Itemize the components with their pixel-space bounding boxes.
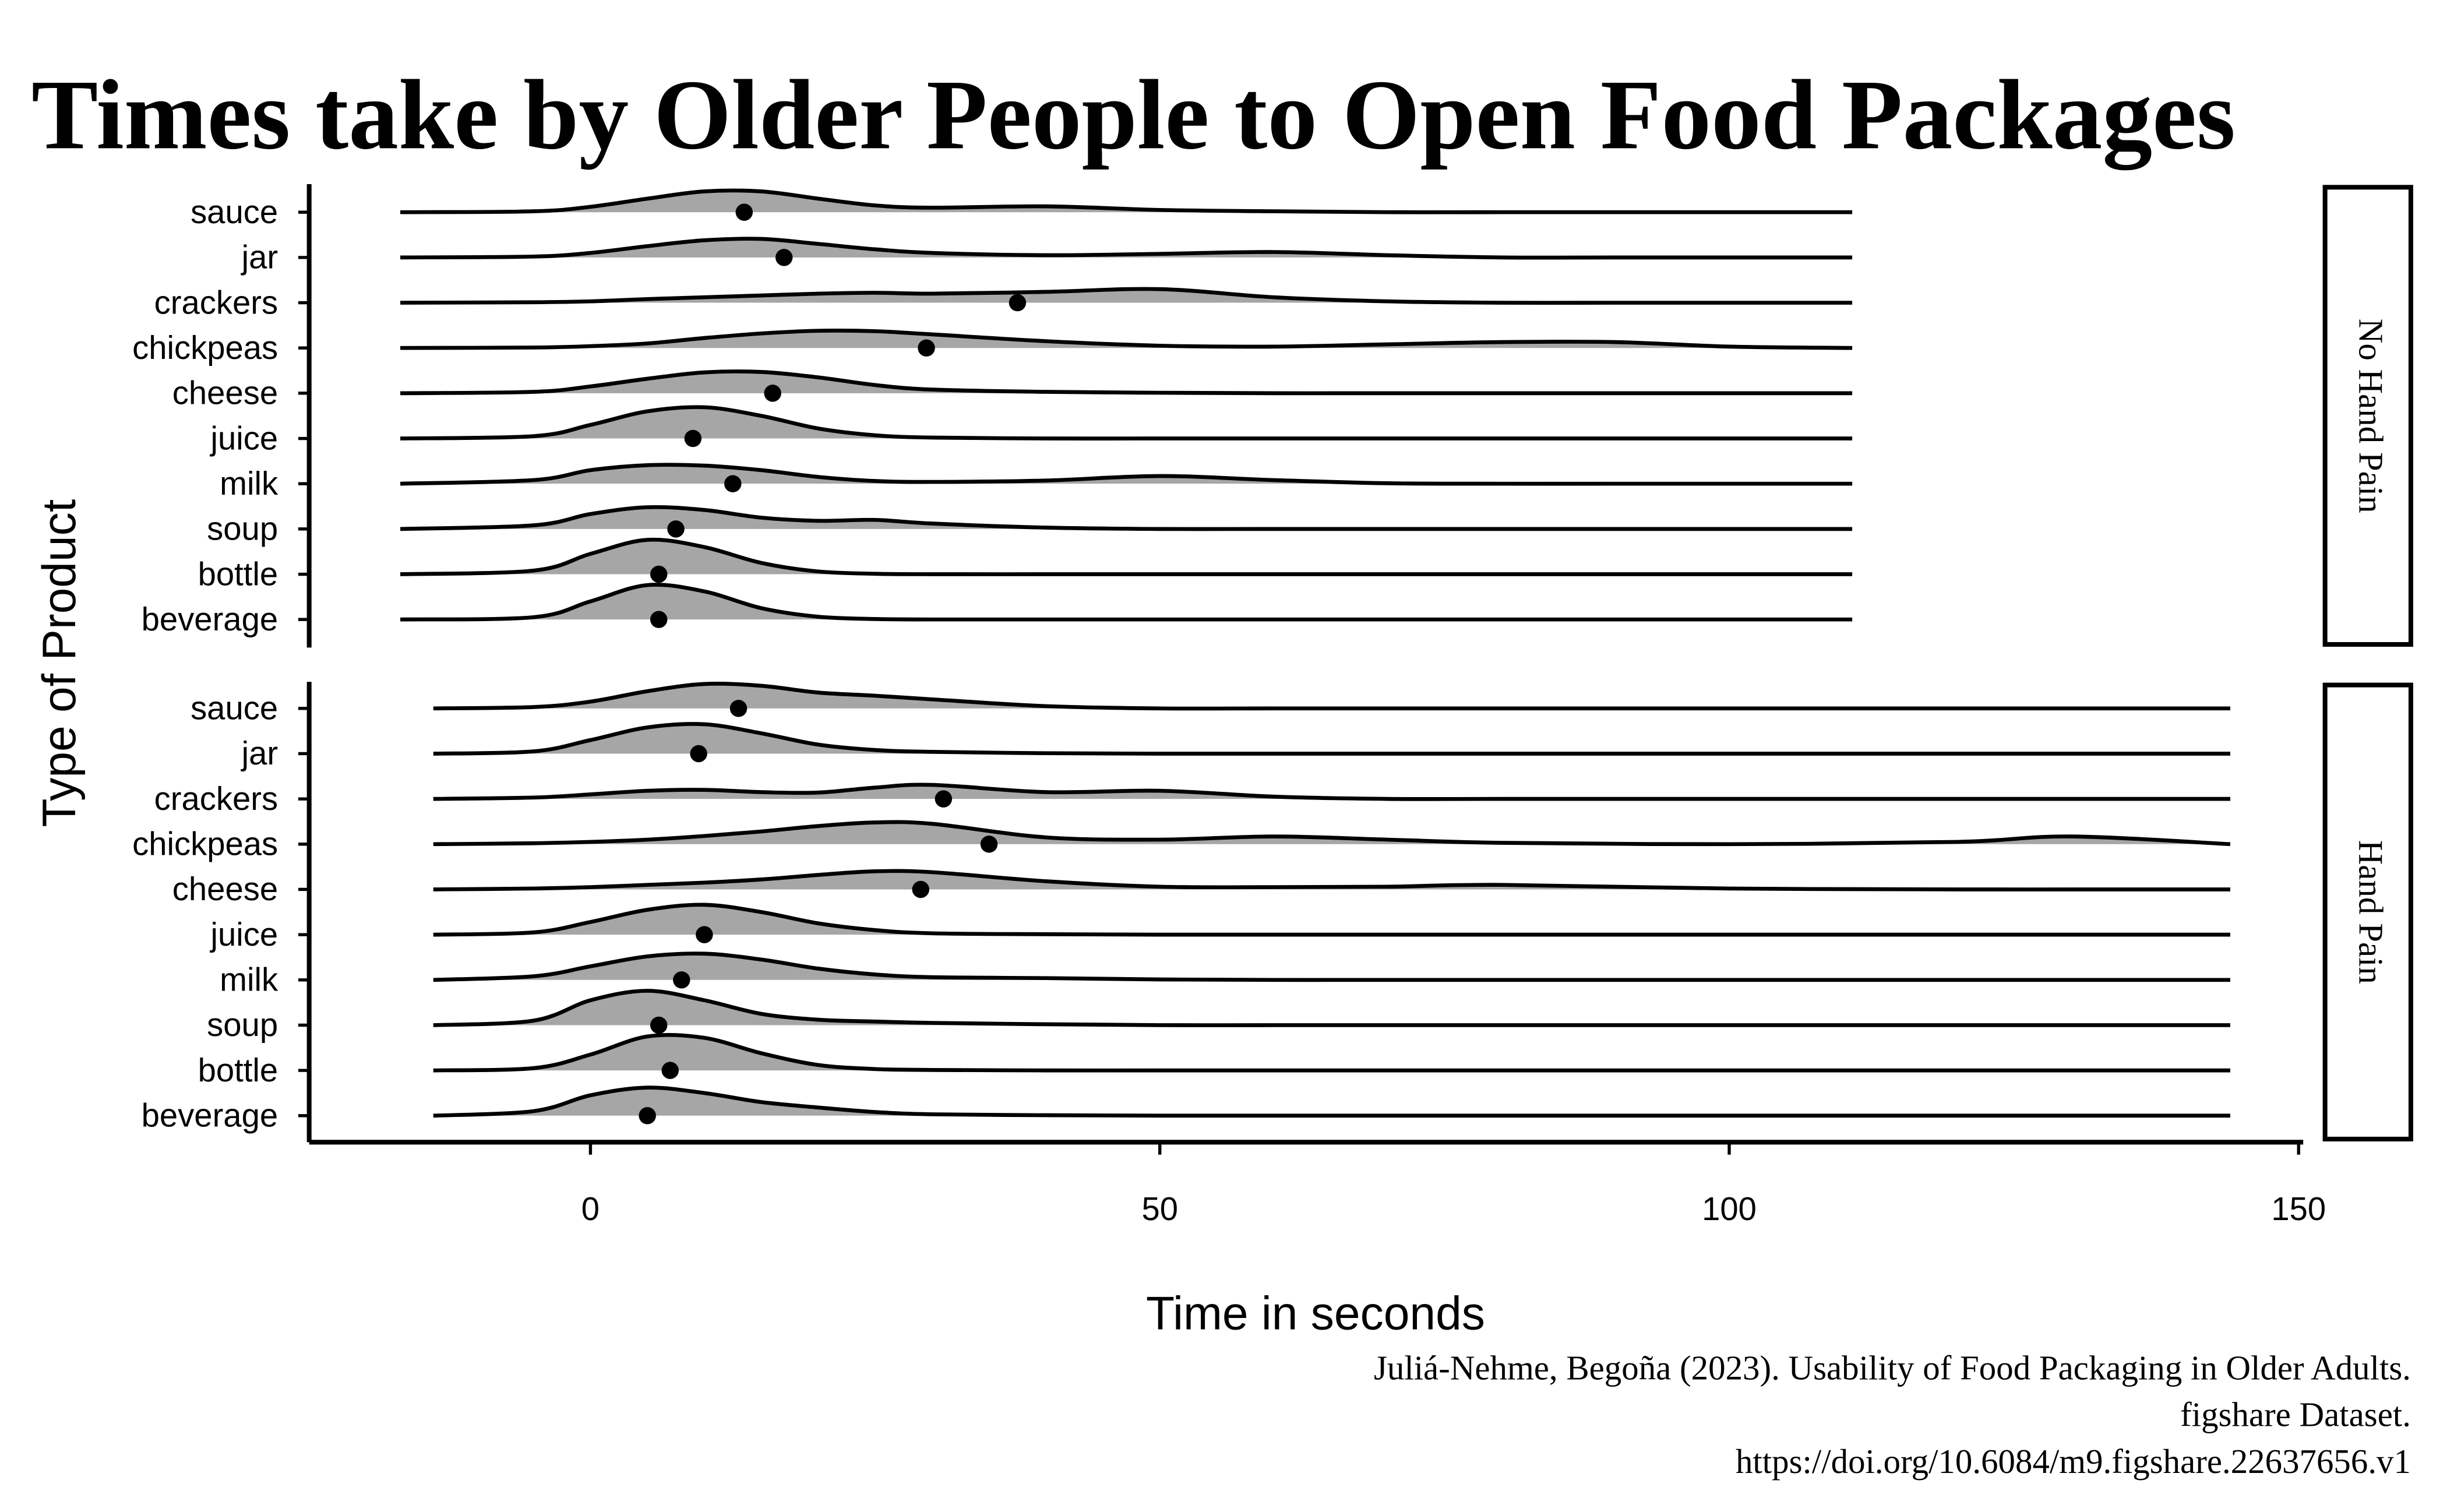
x-tick-label: 0 [581,1190,600,1227]
y-tick-label: soup [207,510,278,547]
y-tick-label: milk [220,961,278,998]
density-line [400,237,1853,260]
density-area [433,953,2231,980]
median-point [735,203,753,221]
y-tick-label: chickpeas [132,329,278,366]
strip-box [2322,682,2413,1141]
median-point [650,611,668,628]
density-line [400,287,1853,305]
y-tick-label: bottle [198,1052,278,1088]
y-tick-label: crackers [154,780,278,817]
density-line [433,1085,2231,1118]
median-point [912,880,930,898]
strip-label: No Hand Pain [2351,319,2389,513]
density-line [400,505,1853,531]
density-area [433,1035,2231,1071]
y-tick-label: jar [241,735,278,771]
density-area [400,238,1853,258]
y-tick-label: beverage [142,1097,278,1134]
median-point [935,790,953,808]
density-area [433,870,2231,890]
y-tick-label: cheese [172,375,278,411]
density-line [433,903,2231,937]
density-area [400,288,1853,303]
y-axis-title: Type of Product [33,499,86,827]
density-line [433,951,2231,982]
y-tick-label: beverage [142,601,278,637]
median-point [650,565,668,583]
density-line [433,1032,2231,1073]
median-point [775,249,793,266]
median-point [661,1062,679,1079]
density-line [433,869,2231,891]
median-point [696,926,713,943]
density-line [400,188,1853,214]
density-area [433,991,2231,1025]
median-point [690,745,707,763]
density-area [433,683,2231,709]
median-point [650,1016,668,1034]
y-tick-label: juice [209,916,278,953]
density-area [433,724,2231,754]
density-area [400,407,1853,439]
density-line [433,722,2231,756]
y-tick-label: cheese [172,870,278,907]
density-area [400,507,1853,530]
median-point [684,429,702,447]
caption: Juliá-Nehme, Begoña (2023). Usability of… [1374,1349,2411,1387]
caption: figshare Dataset. [2180,1396,2411,1434]
x-tick-label: 150 [2271,1190,2326,1227]
density-area [400,584,1853,620]
median-point [918,339,935,357]
density-area [400,540,1853,575]
density-line [400,583,1853,622]
y-tick-label: chickpeas [132,826,278,862]
strip-box [2322,185,2413,647]
y-tick-label: crackers [154,284,278,320]
median-point [639,1107,656,1125]
y-tick-label: juice [209,420,278,456]
density-line [433,783,2231,801]
density-line [400,537,1853,576]
y-tick-label: soup [207,1006,278,1043]
density-area [433,1087,2231,1116]
chart-title: Times take by Older People to Open Food … [31,59,2236,170]
median-point [667,520,685,538]
median-point [980,836,998,853]
median-point [724,475,742,492]
y-tick-label: sauce [191,193,278,230]
x-axis-title: Time in seconds [1146,1288,1485,1340]
density-line [400,329,1853,350]
density-area [400,371,1853,393]
density-area [400,464,1853,484]
density-line [433,682,2231,711]
median-point [673,971,690,989]
y-tick-label: milk [220,465,278,502]
density-line [400,463,1853,486]
y-tick-label: jar [241,239,278,276]
median-point [1009,294,1027,312]
density-line [433,820,2231,847]
density-area [433,822,2231,844]
y-tick-label: bottle [198,555,278,592]
density-line [400,369,1853,396]
density-area [400,190,1853,213]
caption: https://doi.org/10.6084/m9.figshare.2263… [1736,1443,2411,1481]
density-line [400,405,1853,440]
x-tick-label: 100 [1702,1190,1757,1227]
median-point [764,385,781,402]
x-tick-label: 50 [1141,1190,1178,1227]
strip-label: Hand Pain [2351,840,2389,984]
density-line [433,989,2231,1027]
y-tick-label: sauce [191,690,278,727]
median-point [729,700,748,717]
